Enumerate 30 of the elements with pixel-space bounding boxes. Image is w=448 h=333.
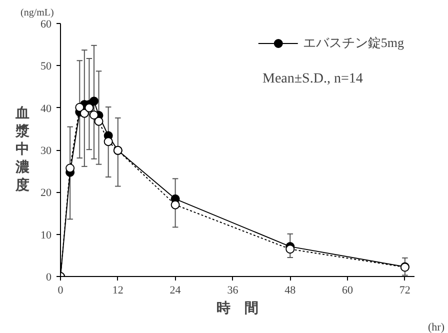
y-tick-label: 60: [40, 18, 52, 30]
point: [286, 244, 295, 254]
x-tick-label: 48: [284, 284, 296, 296]
point: [80, 108, 89, 118]
y-tick-label: 40: [40, 102, 52, 115]
x-tick-label: 0: [58, 284, 64, 296]
point: [170, 200, 180, 210]
y-tick-label: 10: [40, 229, 52, 242]
x-tick-label: 60: [342, 284, 354, 296]
x-tick-label: 24: [170, 284, 182, 296]
y-axis-title: 血漿中濃度: [14, 106, 30, 194]
point: [89, 96, 98, 106]
x-tick-label: 12: [112, 284, 124, 296]
y-tick-label: 0: [46, 272, 52, 284]
point: [66, 164, 75, 173]
point: [104, 137, 113, 146]
text: (hr): [428, 322, 445, 333]
point: [75, 102, 84, 112]
text: (ng/mL): [20, 8, 54, 18]
x-axis-title: 時 間: [216, 300, 258, 316]
annotation: Mean±S.D., n=14: [262, 72, 363, 86]
x-tick-label: 72: [399, 284, 410, 296]
point: [89, 110, 98, 120]
x-tick-label: 36: [227, 284, 239, 296]
point: [84, 103, 94, 112]
y-tick-label: 30: [40, 145, 52, 157]
y-tick-label: 50: [40, 60, 52, 73]
y-tick-label: 20: [40, 187, 52, 200]
legend-label: エバスチン錠5mg: [302, 34, 404, 52]
point: [94, 116, 104, 126]
